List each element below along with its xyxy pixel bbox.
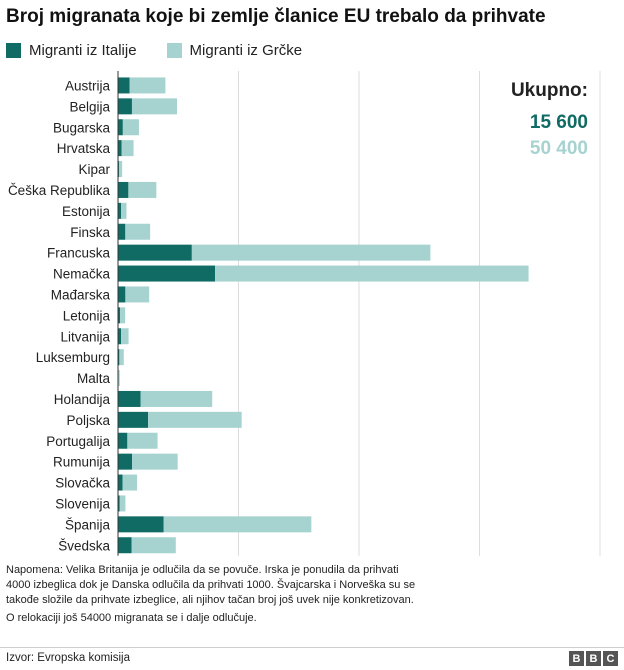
bar-greece xyxy=(191,244,431,261)
bar-greece xyxy=(215,265,529,282)
category-label: Kipar xyxy=(78,162,110,177)
bar-greece xyxy=(121,202,127,219)
legend-swatch-italy xyxy=(6,43,21,58)
bar-italy xyxy=(118,98,132,115)
bar-italy xyxy=(118,119,123,136)
category-label: Malta xyxy=(77,371,111,386)
legend-swatch-greece xyxy=(166,43,182,58)
category-label: Švedska xyxy=(58,538,110,553)
bbc-logo: B B C xyxy=(567,651,618,666)
bbc-logo-letter: B xyxy=(569,651,584,666)
bar-italy xyxy=(118,244,192,261)
category-label: Finska xyxy=(70,225,110,240)
bar-greece xyxy=(118,161,123,178)
bar-greece xyxy=(163,516,312,533)
category-label: Francuska xyxy=(47,246,111,261)
bar-greece xyxy=(118,370,120,387)
category-label: Portugalija xyxy=(46,434,110,449)
category-label: Austrija xyxy=(65,78,111,93)
bar-italy xyxy=(118,265,216,282)
bar-greece xyxy=(122,474,138,491)
bar-italy xyxy=(118,537,132,554)
bar-greece xyxy=(148,411,242,428)
legend-item-greece: Migranti iz Grčke xyxy=(166,42,303,59)
bbc-logo-letter: C xyxy=(603,651,618,666)
legend-label-italy: Migranti iz Italije xyxy=(29,42,137,59)
total-italy: 15 600 xyxy=(529,112,588,133)
bar-greece xyxy=(119,349,124,366)
bar-italy xyxy=(118,307,121,324)
bar-italy xyxy=(118,411,149,428)
category-label: Holandija xyxy=(54,392,111,407)
total-greece: 50 400 xyxy=(529,138,588,159)
bar-greece xyxy=(131,98,177,115)
bar-greece xyxy=(119,495,126,512)
category-label: Rumunija xyxy=(53,455,111,470)
bar-italy xyxy=(118,223,126,240)
bar-greece xyxy=(129,77,166,94)
note-1: Napomena: Velika Britanija je odlučila d… xyxy=(6,564,416,606)
totals-label: Ukupno: xyxy=(510,80,588,101)
bar-greece xyxy=(132,453,178,470)
bar-italy xyxy=(118,432,128,449)
bar-greece xyxy=(125,286,150,303)
notes: Napomena: Velika Britanija je odlučila d… xyxy=(6,563,426,629)
bar-italy xyxy=(118,202,122,219)
bar-greece xyxy=(140,390,213,407)
legend: Migranti iz Italije Migranti iz Grčke xyxy=(6,42,332,59)
bar-italy xyxy=(118,453,133,470)
legend-label-greece: Migranti iz Grčke xyxy=(189,42,303,59)
bar-italy xyxy=(118,390,141,407)
source-text: Izvor: Evropska komisija xyxy=(6,652,130,664)
category-label: Češka Republika xyxy=(8,183,111,198)
category-label: Španija xyxy=(65,517,111,532)
bar-greece xyxy=(128,181,157,198)
bar-italy xyxy=(118,495,120,512)
category-label: Luksemburg xyxy=(36,350,110,365)
category-label: Slovačka xyxy=(55,476,110,491)
bar-greece xyxy=(125,223,151,240)
bar-greece xyxy=(120,307,126,324)
category-label: Belgija xyxy=(69,99,110,114)
bar-italy xyxy=(118,181,129,198)
note-2: O relokaciji još 54000 migranata se i da… xyxy=(6,612,257,624)
footer-divider xyxy=(0,647,624,648)
category-label: Litvanija xyxy=(60,329,110,344)
category-label: Nemačka xyxy=(53,267,111,282)
bar-greece xyxy=(122,119,139,136)
bar-italy xyxy=(118,286,126,303)
bar-greece xyxy=(127,432,158,449)
category-label: Bugarska xyxy=(53,120,111,135)
bar-italy xyxy=(118,349,120,366)
bbc-logo-letter: B xyxy=(586,651,601,666)
bar-italy xyxy=(118,140,122,157)
category-label: Mađarska xyxy=(51,287,111,302)
bar-greece xyxy=(121,140,134,157)
category-label: Letonija xyxy=(63,308,111,323)
bar-chart: 05,00010,00015,00020,000AustrijaBelgijaB… xyxy=(8,71,601,556)
category-label: Estonija xyxy=(62,204,111,219)
category-label: Poljska xyxy=(66,413,110,428)
chart-title: Broj migranata koje bi zemlje članice EU… xyxy=(6,6,546,27)
category-label: Slovenija xyxy=(55,496,110,511)
bar-greece xyxy=(121,328,129,345)
category-label: Hrvatska xyxy=(57,141,111,156)
bar-italy xyxy=(118,77,130,94)
bar-greece xyxy=(131,537,176,554)
bar-italy xyxy=(118,516,164,533)
totals-box: Ukupno: 15 600 50 400 xyxy=(511,80,588,160)
bar-italy xyxy=(118,474,123,491)
legend-item-italy: Migranti iz Italije xyxy=(6,42,137,59)
bar-italy xyxy=(118,328,122,345)
